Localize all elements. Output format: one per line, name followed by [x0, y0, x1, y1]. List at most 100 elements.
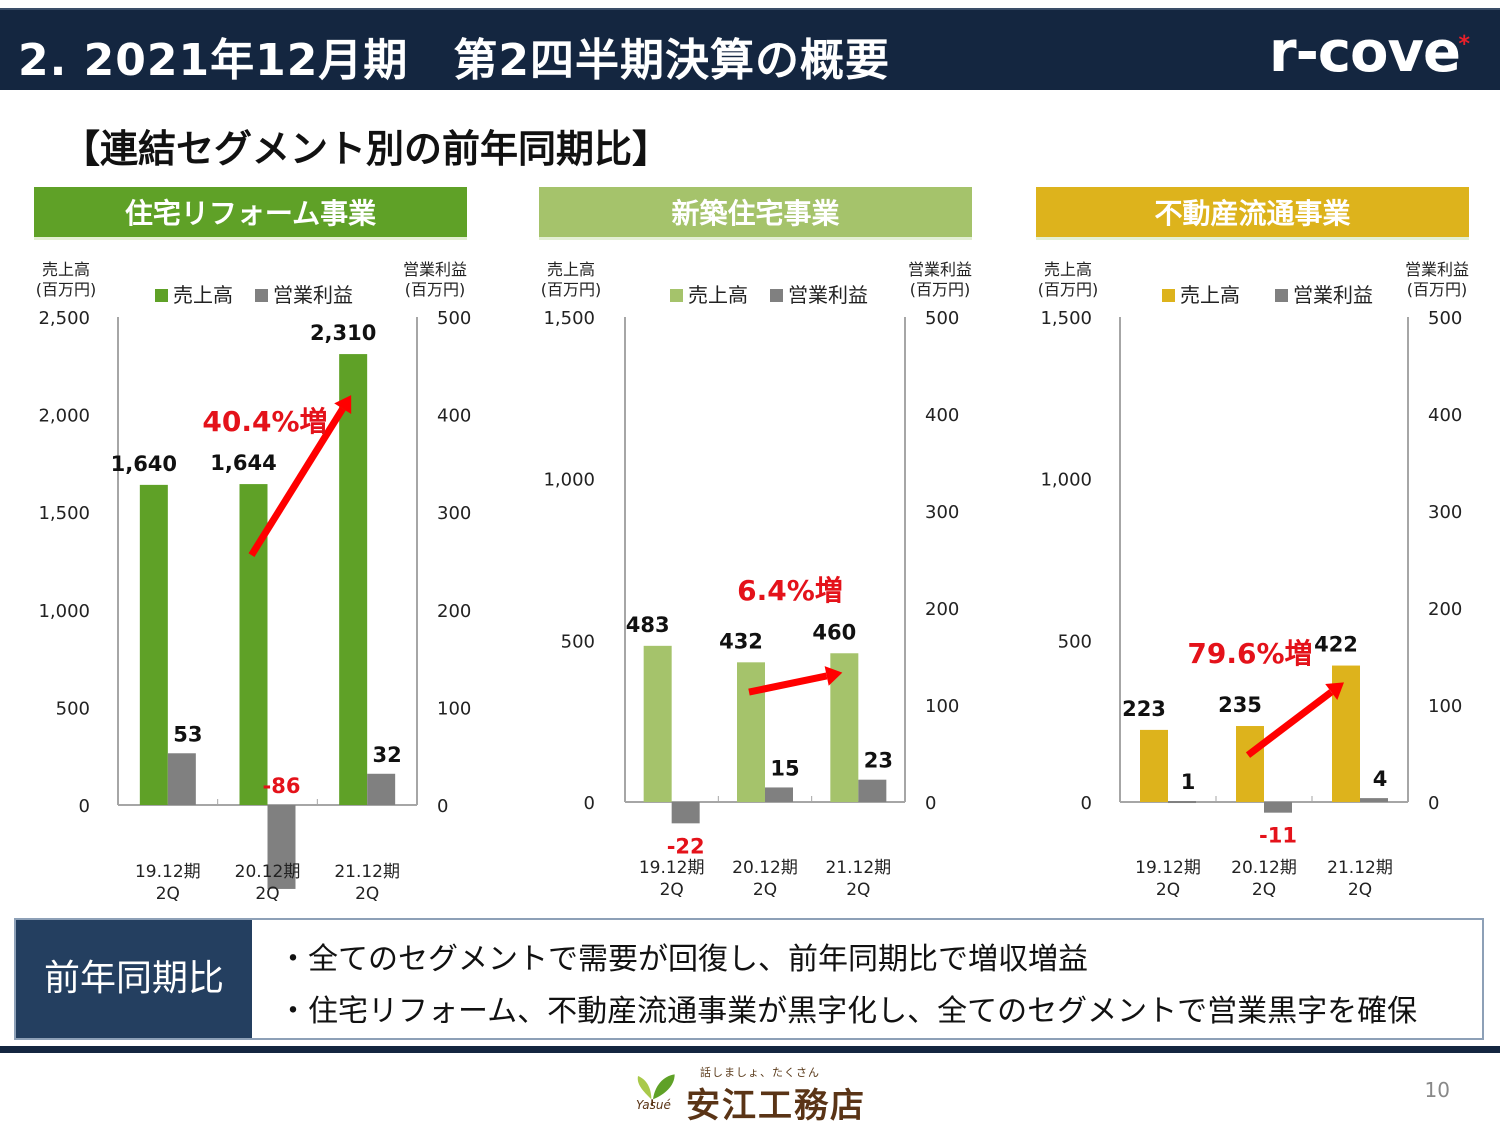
growth-arrow [1245, 689, 1334, 758]
left-tick-label: 500 [561, 631, 595, 652]
left-tick-label: 1,500 [38, 503, 90, 524]
category-label: 21.12期 [334, 862, 400, 882]
bar-profit [267, 805, 296, 889]
chart-svg: 売上高(百万円)営業利益(百万円)05001,0001,500010020030… [541, 260, 972, 900]
right-axis-title: (百万円) [1407, 280, 1468, 299]
summary-line-2: ・住宅リフォーム、不動産流通事業が黒字化し、全てのセグメントで営業黒字を確保 [278, 994, 1418, 1029]
category-label: 19.12期 [639, 858, 705, 878]
right-tick-label: 300 [437, 503, 471, 524]
right-tick-label: 100 [1428, 696, 1462, 717]
category-label: 2Q [753, 880, 777, 900]
left-tick-label: 1,000 [1040, 470, 1092, 491]
data-label-profit: -11 [1259, 824, 1297, 848]
leaf-logo-icon [637, 1074, 675, 1106]
bar-profit [367, 773, 396, 805]
right-axis-title: (百万円) [405, 280, 466, 299]
bar-sales [339, 354, 368, 805]
legend-label-sales: 売上高 [173, 283, 233, 307]
category-label: 2Q [1348, 880, 1372, 900]
segment-header-realestate: 不動産流通事業 [1036, 187, 1469, 240]
growth-arrow-head [1325, 682, 1344, 701]
right-tick-label: 200 [1428, 599, 1462, 620]
bar-profit [1264, 802, 1292, 813]
rcove-logo: r-cove [1268, 20, 1461, 85]
bar-sales [1236, 726, 1264, 802]
data-label-profit: -22 [667, 834, 705, 858]
bar-sales [643, 645, 672, 802]
right-tick-label: 0 [925, 793, 936, 814]
left-tick-label: 2,000 [38, 406, 90, 427]
data-label-sales: 235 [1218, 693, 1262, 717]
left-tick-label: 1,500 [1040, 308, 1092, 329]
right-tick-label: 300 [925, 502, 959, 523]
segment-header-newbuild: 新築住宅事業 [539, 187, 972, 240]
category-label: 2Q [1252, 880, 1276, 900]
data-label-profit: 53 [173, 722, 202, 746]
top-border [0, 0, 1500, 6]
left-tick-label: 1,000 [38, 601, 90, 622]
data-label-profit: 23 [864, 749, 893, 773]
data-label-profit: 32 [373, 743, 402, 767]
category-label: 2Q [355, 884, 379, 904]
bar-sales [139, 484, 168, 805]
bar-profit [1360, 798, 1388, 802]
yoy-summary-box: 前年同期比 ・全てのセグメントで需要が回復し、前年同期比で増収増益 ・住宅リフォ… [14, 918, 1484, 1040]
legend-label-profit: 営業利益 [788, 283, 868, 307]
right-tick-label: 300 [1428, 502, 1462, 523]
right-tick-label: 400 [925, 405, 959, 426]
data-label-sales: 483 [626, 613, 670, 637]
brand-name: 安江工務店 [686, 1086, 866, 1126]
left-tick-label: 500 [1058, 631, 1092, 652]
right-tick-label: 0 [1428, 793, 1439, 814]
left-axis-title: 売上高 [547, 260, 595, 279]
category-label: 2Q [846, 880, 870, 900]
growth-annotation: 40.4%増 [202, 405, 327, 438]
growth-arrow-head [334, 395, 352, 414]
right-axis-title: (百万円) [910, 280, 971, 299]
growth-annotation: 6.4%増 [737, 574, 843, 607]
left-tick-label: 1,500 [543, 308, 595, 329]
growth-arrow [748, 672, 828, 696]
legend-label-profit: 営業利益 [273, 283, 353, 307]
left-tick-label: 0 [79, 796, 90, 817]
legend-swatch-sales [1162, 289, 1175, 302]
right-axis-title: 営業利益 [1405, 260, 1469, 279]
right-tick-label: 200 [925, 599, 959, 620]
growth-arrow [248, 406, 346, 557]
brand-script: Yasué [636, 1098, 671, 1112]
left-axis-title: 売上高 [1044, 260, 1092, 279]
legend-swatch-profit [770, 289, 783, 302]
legend-label-profit: 営業利益 [1293, 283, 1373, 307]
category-label: 2Q [156, 884, 180, 904]
chart-reform: 売上高 (百万円) 営業利益 (百万円) 0 500 1,000 1,500 2,000 2,50… [30, 255, 485, 915]
bar-sales [737, 662, 765, 802]
data-label-sales: 432 [719, 629, 763, 653]
data-label-sales: 460 [812, 620, 856, 644]
left-tick-label: 0 [1081, 793, 1092, 814]
left-axis-title: (百万円) [1038, 280, 1099, 299]
right-tick-label: 400 [437, 406, 471, 427]
left-axis-title: (百万円) [36, 280, 97, 299]
legend-label-sales: 売上高 [688, 283, 748, 307]
right-tick-label: 100 [925, 696, 959, 717]
page-number: 10 [1424, 1078, 1450, 1102]
bar-sales [1140, 729, 1168, 802]
rcove-logo-asterisk-icon: * [1458, 32, 1470, 57]
category-label: 21.12期 [825, 858, 891, 878]
data-label-sales: 1,640 [111, 452, 177, 476]
category-label: 2Q [255, 884, 279, 904]
bar-profit [765, 787, 793, 802]
chart-svg: 売上高(百万円)営業利益(百万円)05001,0001,5002,0002,50… [36, 260, 472, 904]
summary-label: 前年同期比 [16, 920, 252, 1038]
section-subtitle: 【連結セグメント別の前年同期比】 [62, 127, 671, 171]
data-label-sales: 223 [1122, 697, 1166, 721]
slide-header: 2. 2021年12月期 第2四半期決算の概要 r-cove * [0, 8, 1500, 90]
growth-annotation: 79.6%増 [1187, 637, 1312, 670]
legend-swatch-sales [155, 289, 168, 302]
bar-profit [167, 753, 196, 805]
category-label: 21.12期 [1327, 858, 1393, 878]
data-label-profit: 15 [770, 756, 799, 780]
slide-title: 2. 2021年12月期 第2四半期決算の概要 [18, 35, 890, 86]
bar-profit [858, 779, 887, 802]
data-label-profit: -86 [263, 774, 301, 798]
